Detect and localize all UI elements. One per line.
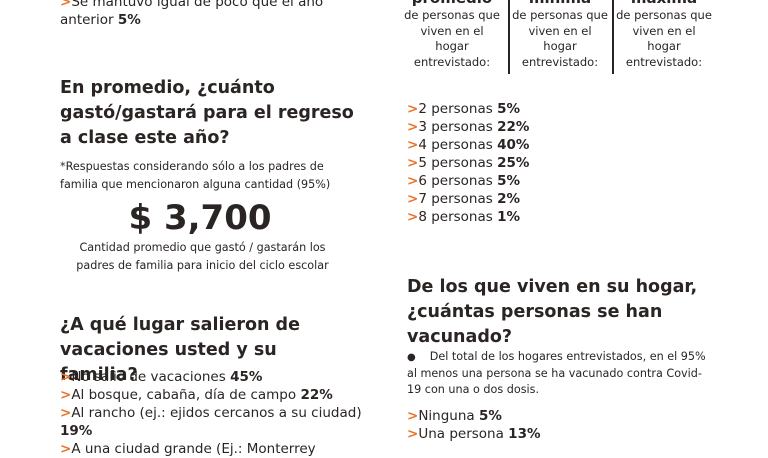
caption: Cantidad promedio que gastó / gastarán l… bbox=[76, 241, 329, 272]
list-item: 6 personas 5% bbox=[407, 172, 707, 190]
item-label: 2 personas bbox=[418, 101, 493, 117]
note: Del total de los hogares entrevistados, … bbox=[407, 350, 706, 396]
item-label: 4 personas bbox=[418, 137, 493, 153]
list: 2 personas 5%3 personas 22%4 personas 40… bbox=[407, 100, 707, 226]
item-label: No salió de vacaciones bbox=[71, 369, 226, 385]
column-text: de personas que viven en el hogar entrev… bbox=[512, 8, 608, 69]
item-value: 5% bbox=[497, 101, 520, 117]
section-heading: En promedio, ¿cuánto gastó/gastará para … bbox=[60, 78, 354, 148]
column-text: de personas que viven en el hogar entrev… bbox=[616, 8, 712, 69]
list-item: Se mantuvo igual de poco que el año ante… bbox=[60, 0, 350, 29]
list-item: 5 personas 25% bbox=[407, 154, 707, 172]
item-value: 2% bbox=[497, 191, 520, 207]
item-label: 3 personas bbox=[418, 119, 493, 135]
separator bbox=[612, 0, 614, 74]
list-item: 3 personas 22% bbox=[407, 118, 707, 136]
list-item: 4 personas 40% bbox=[407, 136, 707, 154]
item-value: 22% bbox=[497, 119, 530, 135]
item-value: 40% bbox=[497, 137, 530, 153]
stat-column: mínimade personas que viven en el hogar … bbox=[510, 0, 610, 70]
separator bbox=[508, 0, 510, 74]
stat-column: promediode personas que viven en el hoga… bbox=[402, 0, 502, 70]
column-title: máxima bbox=[614, 0, 714, 8]
column-title: promedio bbox=[402, 0, 502, 8]
item-label: Al rancho (ej.: ejidos cercanos a su ciu… bbox=[71, 405, 362, 421]
amount: $ 3,700 bbox=[128, 198, 272, 238]
item-label: Ninguna bbox=[418, 408, 475, 424]
list-item: Al bosque, cabaña, día de campo 22% bbox=[60, 386, 380, 404]
item-label: 8 personas bbox=[418, 209, 493, 225]
list-item: 7 personas 2% bbox=[407, 190, 707, 208]
list-item: No salió de vacaciones 45% bbox=[60, 368, 380, 386]
stat-column: máximade personas que viven en el hogar … bbox=[614, 0, 714, 70]
list-item: Al rancho (ej.: ejidos cercanos a su ciu… bbox=[60, 404, 380, 440]
note-block: ● Del total de los hogares entrevistados,… bbox=[407, 349, 707, 398]
list-item: 2 personas 5% bbox=[407, 100, 707, 118]
list: No salió de vacaciones 45%Al bosque, cab… bbox=[60, 368, 380, 458]
item-value: 5% bbox=[117, 12, 141, 28]
item-label: Al bosque, cabaña, día de campo bbox=[71, 387, 297, 403]
item-label: 7 personas bbox=[418, 191, 493, 207]
item-label: 6 personas bbox=[418, 173, 493, 189]
list-item: 8 personas 1% bbox=[407, 208, 707, 226]
page: Se mantuvo igual de poco que el año ante… bbox=[0, 0, 768, 432]
item-value: 45% bbox=[230, 369, 263, 385]
bullet: ● bbox=[407, 352, 416, 363]
item-label: 5 personas bbox=[418, 155, 493, 171]
column-text: de personas que viven en el hogar entrev… bbox=[404, 8, 500, 69]
item-label: Se mantuvo igual de poco que el año ante… bbox=[60, 0, 324, 28]
item-value: 1% bbox=[497, 209, 520, 225]
list-item: Ninguna 5% bbox=[407, 407, 707, 425]
item-value: 5% bbox=[497, 173, 520, 189]
item-value: 19% bbox=[60, 423, 93, 439]
item-label: A una ciudad grande (Ej.: Monterrey bbox=[71, 441, 316, 457]
list: Ninguna 5%Una persona 13% bbox=[407, 407, 707, 443]
item-value: 25% bbox=[497, 155, 530, 171]
note: *Respuestas considerando sólo a los padr… bbox=[60, 160, 331, 191]
list-item: A una ciudad grande (Ej.: Monterrey bbox=[60, 440, 380, 458]
item-value: 13% bbox=[508, 426, 541, 442]
list-item: Una persona 13% bbox=[407, 425, 707, 443]
item-label: Una persona bbox=[418, 426, 504, 442]
column-title: mínima bbox=[510, 0, 610, 8]
section-heading: De los que viven en su hogar, ¿cuántas p… bbox=[407, 277, 698, 347]
item-value: 22% bbox=[300, 387, 333, 403]
item-value: 5% bbox=[478, 408, 502, 424]
